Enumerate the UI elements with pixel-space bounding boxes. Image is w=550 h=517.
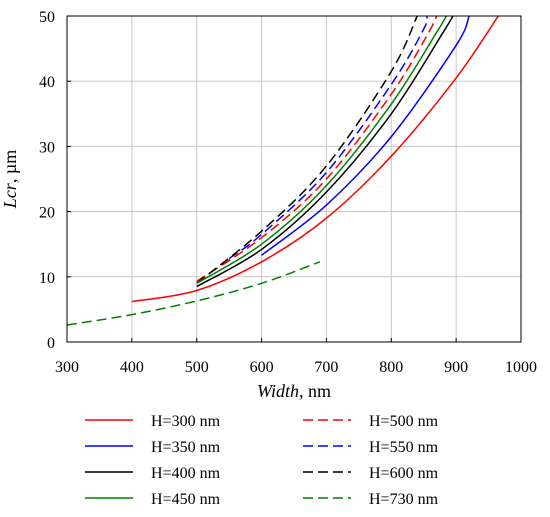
- legend-label: H=350 nm: [151, 439, 221, 456]
- x-tick-label: 1000: [505, 359, 537, 376]
- x-tick-label: 900: [444, 359, 468, 376]
- y-axis-title: Lcr, µm: [0, 150, 20, 209]
- y-tick-label: 30: [39, 139, 55, 156]
- series-line-h-730-nm: [67, 261, 321, 326]
- y-tick-label: 10: [39, 270, 55, 287]
- x-tick-label: 400: [120, 359, 144, 376]
- x-axis-title: Width, nm: [257, 381, 331, 401]
- x-tick-label: 500: [185, 359, 209, 376]
- x-tick-label: 300: [55, 359, 79, 376]
- series-line-h-500-nm: [196, 16, 438, 282]
- series-line-h-550-nm: [228, 16, 429, 260]
- series-line-h-300-nm: [131, 16, 499, 303]
- legend-item-h-450-nm: H=450 nm: [85, 491, 221, 508]
- legend-label: H=500 nm: [369, 413, 439, 430]
- grid-lines: [66, 15, 522, 343]
- legend-item-h-730-nm: H=730 nm: [303, 491, 439, 508]
- y-tick-label: 50: [39, 9, 55, 26]
- legend-label: H=550 nm: [369, 439, 439, 456]
- legend-item-h-400-nm: H=400 nm: [85, 465, 221, 482]
- y-tick-label: 40: [39, 74, 55, 91]
- x-tick-label: 700: [314, 359, 338, 376]
- legend: H=300 nm H=500 nm H=350 nm H=550 nm H=400 nm…: [85, 413, 439, 508]
- legend-label: H=400 nm: [151, 465, 221, 482]
- legend-item-h-500-nm: H=500 nm: [303, 413, 439, 430]
- series-line-h-450-nm: [196, 16, 448, 284]
- plot-frame: [66, 15, 522, 343]
- series-line-h-400-nm: [196, 16, 454, 288]
- legend-item-h-600-nm: H=600 nm: [303, 465, 439, 482]
- axis-ticks: 300 400 500 600 700 800 900 1000 0 10 20 30 40 50: [39, 9, 537, 376]
- series-lines: [67, 16, 499, 326]
- legend-item-h-300-nm: H=300 nm: [85, 413, 221, 430]
- legend-item-h-350-nm: H=350 nm: [85, 439, 221, 456]
- legend-label: H=730 nm: [369, 491, 439, 508]
- x-tick-label: 800: [379, 359, 403, 376]
- series-line-h-600-nm: [196, 16, 418, 284]
- x-tick-label: 600: [250, 359, 274, 376]
- legend-item-h-550-nm: H=550 nm: [303, 439, 439, 456]
- series-line-h-350-nm: [261, 16, 470, 256]
- y-tick-label: 20: [39, 205, 55, 222]
- legend-label: H=600 nm: [369, 465, 439, 482]
- legend-label: H=300 nm: [151, 413, 221, 430]
- y-tick-label: 0: [47, 335, 55, 352]
- legend-label: H=450 nm: [151, 491, 221, 508]
